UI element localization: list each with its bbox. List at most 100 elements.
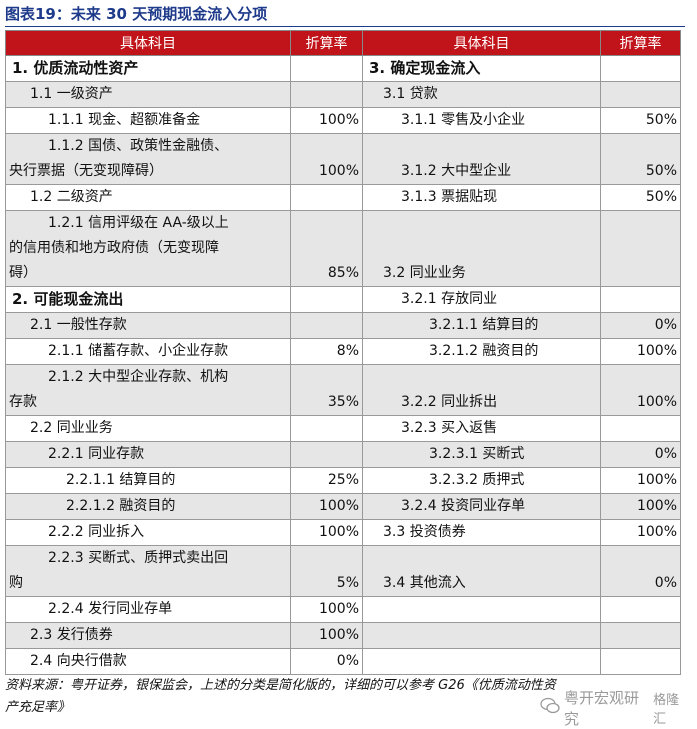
right-item: 3.2 同业业务 xyxy=(362,210,601,287)
left-item-line: 央行票据（无变现障碍） xyxy=(9,163,163,179)
right-item: 3. 确定现金流入 xyxy=(362,55,601,82)
left-rate xyxy=(290,81,363,108)
left-item-line: 碍） xyxy=(9,265,37,281)
header-left-rate: 折算率 xyxy=(290,30,363,56)
left-item: 2.2.2 同业拆入 xyxy=(5,519,291,546)
left-item-line: 2.1.2 大中型企业存款、机构 xyxy=(48,369,229,385)
left-rate: 100% xyxy=(290,596,363,623)
source-note: 资料来源：粤开证券，银保监会，上述的分类是简化版的，详细的可以参考 G26《优质… xyxy=(5,678,556,715)
table-row: 1.1.1 现金、超额准备金 100% 3.1.1 零售及小企业 50% xyxy=(5,107,681,134)
right-item: 3.2.3.2 质押式 xyxy=(362,467,601,494)
right-item: 3.1 贷款 xyxy=(362,81,601,108)
table-row: 1.2.1 信用评级在 AA-级以上 的信用债和地方政府债（无变现障 碍） 85… xyxy=(5,210,681,287)
left-rate xyxy=(290,441,363,468)
left-item-line: 1.2.1 信用评级在 AA-级以上 xyxy=(48,215,229,231)
right-item: 3.2.1.2 融资目的 xyxy=(362,338,601,365)
right-item: 3.2.3 买入返售 xyxy=(362,415,601,442)
left-rate: 35% xyxy=(290,364,363,416)
left-item: 1.1.1 现金、超额准备金 xyxy=(5,107,291,134)
right-rate: 100% xyxy=(600,338,681,365)
right-rate: 100% xyxy=(600,467,681,494)
right-item: 3.1.1 零售及小企业 xyxy=(362,107,601,134)
left-rate: 100% xyxy=(290,519,363,546)
left-rate: 100% xyxy=(290,493,363,520)
right-rate: 50% xyxy=(600,184,681,211)
right-rate: 50% xyxy=(600,107,681,134)
watermark-text: 粤开宏观研究 xyxy=(564,689,640,728)
header-right-name: 具体科目 xyxy=(362,30,601,56)
left-item: 2.1.1 储蓄存款、小企业存款 xyxy=(5,338,291,365)
right-item: 3.2.1 存放同业 xyxy=(362,286,601,313)
right-rate: 100% xyxy=(600,519,681,546)
right-rate xyxy=(600,596,681,623)
right-item: 3.2.2 同业拆出 xyxy=(362,364,601,416)
cash-inflow-table: 具体科目 折算率 具体科目 折算率 1. 优质流动性资产 3. 确定现金流入 1… xyxy=(5,30,681,675)
header-left-name: 具体科目 xyxy=(5,30,291,56)
header-right-rate: 折算率 xyxy=(600,30,681,56)
wechat-icon xyxy=(540,697,560,719)
table-row: 2.2.4 发行同业存单 100% xyxy=(5,596,681,623)
table-row: 2.4 向央行借款 0% xyxy=(5,648,681,675)
left-item-line: 的信用债和地方政府债（无变现障 xyxy=(9,240,219,256)
left-item: 2.2.4 发行同业存单 xyxy=(5,596,291,623)
left-item: 2.2.1 同业存款 xyxy=(5,441,291,468)
watermark: 粤开宏观研究 格隆汇 xyxy=(540,689,690,728)
table-row: 2.1.1 储蓄存款、小企业存款 8% 3.2.1.2 融资目的 100% xyxy=(5,338,681,365)
right-item: 3.4 其他流入 xyxy=(362,545,601,597)
right-rate xyxy=(600,55,681,82)
right-item xyxy=(362,622,601,649)
left-item: 2.1.2 大中型企业存款、机构 存款 xyxy=(5,364,291,416)
right-item: 3.2.3.1 买断式 xyxy=(362,441,601,468)
left-item-line: 2.2.3 买断式、质押式卖出回 xyxy=(48,550,229,566)
left-item: 1.2.1 信用评级在 AA-级以上 的信用债和地方政府债（无变现障 碍） xyxy=(5,210,291,287)
table-row: 2.2.1 同业存款 3.2.3.1 买断式 0% xyxy=(5,441,681,468)
right-rate: 50% xyxy=(600,133,681,185)
left-item: 2.2 同业业务 xyxy=(5,415,291,442)
table-row: 2.2.1.1 结算目的 25% 3.2.3.2 质押式 100% xyxy=(5,467,681,494)
left-rate: 25% xyxy=(290,467,363,494)
left-item: 2.2.1.1 结算目的 xyxy=(5,467,291,494)
left-rate xyxy=(290,286,363,313)
right-item: 3.3 投资债券 xyxy=(362,519,601,546)
table-row: 1.1.2 国债、政策性金融债、 央行票据（无变现障碍） 100% 3.1.2 … xyxy=(5,133,681,185)
table-row: 2.2.3 买断式、质押式卖出回 购 5% 3.4 其他流入 0% xyxy=(5,545,681,597)
table-row: 1.2 二级资产 3.1.3 票据贴现 50% xyxy=(5,184,681,211)
right-rate xyxy=(600,286,681,313)
right-item: 3.1.3 票据贴现 xyxy=(362,184,601,211)
left-rate: 100% xyxy=(290,622,363,649)
left-rate: 100% xyxy=(290,133,363,185)
left-rate xyxy=(290,312,363,339)
left-item: 1.1.2 国债、政策性金融债、 央行票据（无变现障碍） xyxy=(5,133,291,185)
left-item-line: 存款 xyxy=(9,394,37,410)
table-row: 1. 优质流动性资产 3. 确定现金流入 xyxy=(5,55,681,82)
left-item: 1.2 二级资产 xyxy=(5,184,291,211)
right-rate xyxy=(600,210,681,287)
table-header-row: 具体科目 折算率 具体科目 折算率 xyxy=(5,30,681,56)
right-rate xyxy=(600,415,681,442)
left-rate: 0% xyxy=(290,648,363,675)
left-rate: 5% xyxy=(290,545,363,597)
table-row: 2.2.1.2 融资目的 100% 3.2.4 投资同业存单 100% xyxy=(5,493,681,520)
watermark-text-2: 格隆汇 xyxy=(653,693,680,727)
right-item: 3.1.2 大中型企业 xyxy=(362,133,601,185)
right-rate xyxy=(600,648,681,675)
right-rate: 0% xyxy=(600,312,681,339)
right-item xyxy=(362,648,601,675)
left-rate xyxy=(290,184,363,211)
right-rate: 100% xyxy=(600,493,681,520)
table-row: 2.2 同业业务 3.2.3 买入返售 xyxy=(5,415,681,442)
table-row: 1.1 一级资产 3.1 贷款 xyxy=(5,81,681,108)
left-rate: 85% xyxy=(290,210,363,287)
left-item: 2.4 向央行借款 xyxy=(5,648,291,675)
left-rate: 8% xyxy=(290,338,363,365)
figure-title: 图表19：未来 30 天预期现金流入分项 xyxy=(5,2,685,27)
right-rate xyxy=(600,622,681,649)
table-row: 2. 可能现金流出 3.2.1 存放同业 xyxy=(5,286,681,313)
table-row: 2.2.2 同业拆入 100% 3.3 投资债券 100% xyxy=(5,519,681,546)
table-row: 2.1 一般性存款 3.2.1.1 结算目的 0% xyxy=(5,312,681,339)
right-item: 3.2.4 投资同业存单 xyxy=(362,493,601,520)
left-item-line: 1.1.2 国债、政策性金融债、 xyxy=(48,138,229,154)
left-item: 2.2.1.2 融资目的 xyxy=(5,493,291,520)
right-rate: 100% xyxy=(600,364,681,416)
right-rate: 0% xyxy=(600,441,681,468)
